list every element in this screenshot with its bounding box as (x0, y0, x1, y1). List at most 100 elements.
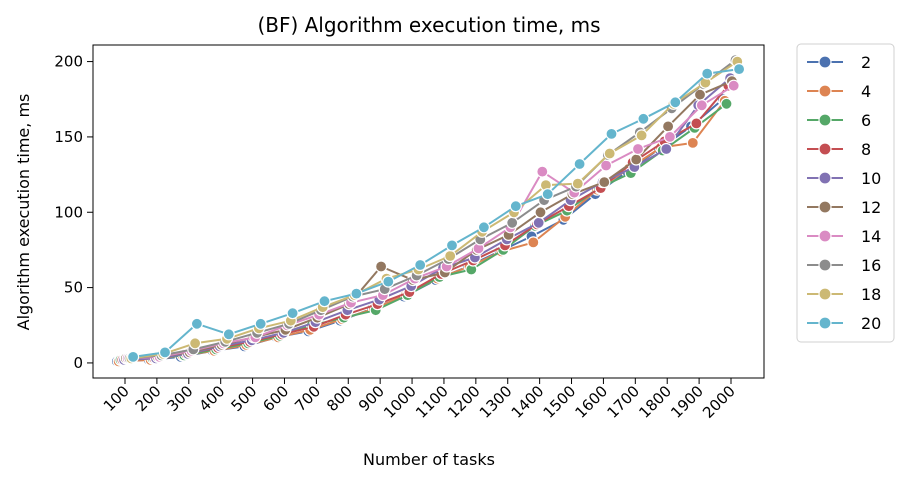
data-point (318, 295, 331, 308)
data-point (506, 216, 519, 229)
legend-label: 10 (861, 169, 881, 188)
x-tick-label: 700 (291, 382, 324, 415)
data-point (444, 249, 457, 263)
data-point (690, 117, 703, 130)
x-tick-label: 2000 (699, 382, 739, 422)
legend-item: 4 (807, 82, 871, 101)
data-point (635, 129, 648, 142)
data-point (686, 136, 699, 149)
x-tick-label: 1700 (603, 382, 643, 422)
x-axis-label: Number of tasks (363, 450, 495, 469)
legend-marker (818, 258, 832, 272)
x-tick-label: 1900 (667, 382, 707, 422)
legend-item: 12 (807, 198, 881, 217)
series-line (132, 68, 740, 358)
legend-label: 20 (861, 314, 881, 333)
x-tick-label: 500 (227, 382, 260, 415)
data-point (350, 287, 363, 300)
y-axis-label: Algorithm execution time, ms (14, 94, 33, 331)
x-tick-label: 1300 (476, 382, 516, 422)
data-point (536, 165, 549, 178)
data-point (571, 177, 584, 190)
legend-label: 8 (861, 140, 871, 159)
legend-label: 4 (861, 82, 871, 101)
x-tick-label: 1100 (412, 382, 452, 422)
legend-label: 6 (861, 111, 871, 130)
y-tick-label: 100 (54, 203, 83, 221)
data-point (669, 96, 682, 109)
chart-title: (BF) Algorithm execution time, ms (257, 13, 600, 37)
data-point (637, 112, 650, 125)
legend-marker (818, 84, 832, 98)
legend-item: 20 (807, 314, 881, 333)
axes: 1002003004005006007008009001000110012001… (54, 53, 738, 422)
x-tick-label: 1800 (635, 382, 675, 422)
series-line (129, 59, 737, 360)
data-point (605, 127, 618, 140)
data-point (477, 221, 490, 234)
data-point (573, 157, 586, 171)
legend-item: 16 (807, 256, 881, 275)
data-point (222, 328, 235, 341)
series-line (127, 84, 735, 360)
series-line (120, 103, 728, 361)
series-18 (125, 55, 744, 365)
data-point (701, 67, 714, 80)
data-point (603, 147, 616, 160)
y-tick-label: 150 (54, 128, 83, 146)
y-tick-label: 0 (73, 354, 83, 372)
x-tick-label: 300 (164, 382, 197, 415)
data-point (414, 258, 427, 272)
x-tick-label: 1400 (508, 382, 548, 422)
data-point (158, 346, 172, 359)
data-point (732, 62, 746, 76)
data-point (598, 176, 611, 189)
x-tick-label: 600 (259, 382, 292, 415)
data-point (189, 337, 202, 350)
series-16 (123, 53, 742, 365)
y-tick-label: 50 (64, 279, 83, 297)
data-point (720, 97, 733, 110)
data-point (127, 350, 140, 363)
legend-marker (818, 229, 832, 243)
x-tick-label: 1600 (572, 382, 612, 422)
legend-item: 2 (807, 53, 871, 72)
legend-marker (818, 287, 832, 301)
data-point (534, 206, 547, 219)
legend-item: 8 (807, 140, 871, 159)
x-tick-label: 100 (100, 382, 133, 415)
legend-marker (818, 55, 832, 69)
series-20 (127, 62, 746, 363)
plot-frame (92, 44, 765, 379)
legend-label: 12 (861, 198, 881, 217)
x-tick-label: 1500 (540, 382, 580, 422)
legend-item: 6 (807, 111, 871, 130)
data-point (695, 99, 708, 112)
data-point (630, 153, 643, 166)
legend-item: 14 (807, 227, 881, 246)
legend-marker (818, 113, 832, 127)
legend-label: 18 (861, 285, 881, 304)
data-point (663, 130, 677, 143)
data-point (541, 188, 554, 201)
x-tick-label: 400 (196, 382, 229, 415)
data-point (532, 216, 545, 229)
data-point (375, 260, 388, 273)
x-tick-label: 200 (132, 382, 165, 415)
y-tick-label: 200 (54, 53, 83, 71)
legend-label: 14 (861, 227, 881, 246)
data-point (286, 307, 299, 320)
x-tick-label: 1200 (444, 382, 484, 422)
data-point (660, 142, 673, 156)
legend-marker (818, 316, 832, 330)
x-tick-label: 800 (323, 382, 356, 415)
legend-label: 16 (861, 256, 881, 275)
data-point (509, 200, 522, 213)
legend-marker (818, 142, 832, 156)
data-point (631, 142, 645, 156)
data-point (445, 239, 459, 252)
legend-marker (818, 171, 832, 185)
data-point (190, 317, 203, 330)
data-point (254, 317, 267, 330)
